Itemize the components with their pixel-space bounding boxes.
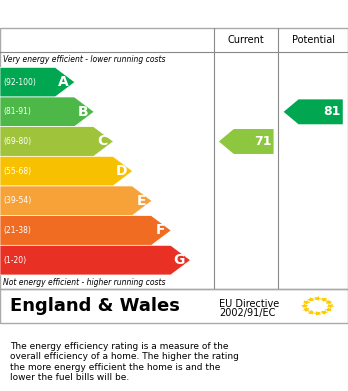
Text: Very energy efficient - lower running costs: Very energy efficient - lower running co… — [3, 55, 166, 64]
Text: Not energy efficient - higher running costs: Not energy efficient - higher running co… — [3, 278, 166, 287]
Text: EU Directive: EU Directive — [219, 299, 279, 309]
Text: D: D — [115, 164, 127, 178]
Text: A: A — [58, 75, 69, 89]
Polygon shape — [0, 245, 190, 275]
Text: (39-54): (39-54) — [3, 196, 32, 205]
Text: (69-80): (69-80) — [3, 137, 32, 146]
Text: 2002/91/EC: 2002/91/EC — [219, 308, 276, 318]
Polygon shape — [302, 308, 310, 312]
Text: (21-38): (21-38) — [3, 226, 31, 235]
Text: Potential: Potential — [292, 35, 335, 45]
Polygon shape — [325, 300, 333, 304]
Polygon shape — [314, 296, 322, 301]
Polygon shape — [0, 67, 75, 97]
Polygon shape — [0, 156, 133, 186]
Text: (1-20): (1-20) — [3, 256, 26, 265]
Text: Current: Current — [228, 35, 264, 45]
Text: G: G — [173, 253, 184, 267]
Polygon shape — [301, 303, 309, 308]
Polygon shape — [219, 129, 274, 154]
Polygon shape — [313, 311, 321, 316]
Text: (92-100): (92-100) — [3, 78, 36, 87]
Polygon shape — [320, 297, 328, 302]
Polygon shape — [0, 216, 171, 245]
Polygon shape — [307, 310, 315, 315]
Polygon shape — [0, 127, 113, 156]
Text: C: C — [97, 135, 108, 149]
Text: 71: 71 — [254, 135, 272, 148]
Text: 81: 81 — [324, 105, 341, 118]
Polygon shape — [302, 300, 310, 305]
Text: (55-68): (55-68) — [3, 167, 32, 176]
Text: F: F — [156, 224, 165, 237]
Text: England & Wales: England & Wales — [10, 297, 180, 315]
Text: E: E — [136, 194, 146, 208]
Text: (81-91): (81-91) — [3, 107, 31, 117]
Polygon shape — [326, 304, 334, 308]
Text: Energy Efficiency Rating: Energy Efficiency Rating — [10, 7, 220, 22]
Polygon shape — [325, 307, 333, 312]
Polygon shape — [0, 186, 152, 216]
Polygon shape — [0, 97, 94, 127]
Polygon shape — [307, 297, 315, 302]
Polygon shape — [284, 99, 343, 124]
Text: B: B — [78, 105, 88, 119]
Polygon shape — [321, 310, 328, 315]
Text: The energy efficiency rating is a measure of the
overall efficiency of a home. T: The energy efficiency rating is a measur… — [10, 342, 239, 382]
